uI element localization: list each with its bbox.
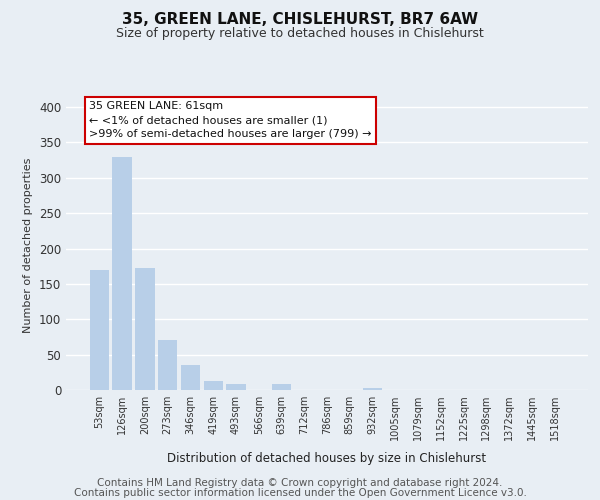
- Bar: [112, 156, 132, 390]
- Bar: [272, 384, 291, 390]
- Text: 35 GREEN LANE: 61sqm
← <1% of detached houses are smaller (1)
>99% of semi-detac: 35 GREEN LANE: 61sqm ← <1% of detached h…: [89, 102, 371, 140]
- Bar: [226, 384, 245, 390]
- Text: 35, GREEN LANE, CHISLEHURST, BR7 6AW: 35, GREEN LANE, CHISLEHURST, BR7 6AW: [122, 12, 478, 28]
- Bar: [203, 381, 223, 390]
- X-axis label: Distribution of detached houses by size in Chislehurst: Distribution of detached houses by size …: [167, 452, 487, 464]
- Text: Contains HM Land Registry data © Crown copyright and database right 2024.: Contains HM Land Registry data © Crown c…: [97, 478, 503, 488]
- Text: Size of property relative to detached houses in Chislehurst: Size of property relative to detached ho…: [116, 28, 484, 40]
- Bar: [158, 340, 178, 390]
- Bar: [135, 268, 155, 390]
- Bar: [363, 388, 382, 390]
- Text: Contains public sector information licensed under the Open Government Licence v3: Contains public sector information licen…: [74, 488, 526, 498]
- Bar: [181, 365, 200, 390]
- Bar: [90, 270, 109, 390]
- Y-axis label: Number of detached properties: Number of detached properties: [23, 158, 34, 332]
